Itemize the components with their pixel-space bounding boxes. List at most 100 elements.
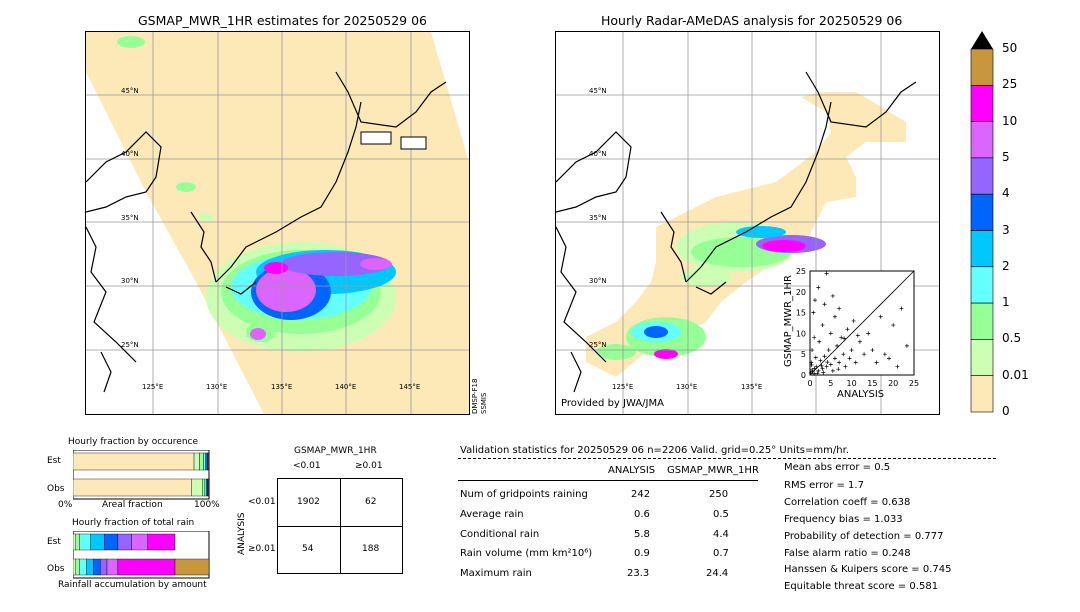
scatter-point-58 [842, 336, 847, 341]
colorbar-extend-arrow [971, 31, 993, 49]
colorbar-box-2 [970, 121, 994, 159]
scatter-point-44 [837, 306, 842, 311]
left-lat-25: 25°N [121, 341, 139, 349]
occurrence-axis-mid: Areal fraction [102, 500, 163, 510]
validation-divider [458, 458, 996, 459]
scatter-point-36 [812, 298, 817, 303]
left-lon-145: 145°E [399, 383, 421, 391]
occurrence-row-obs: Obs [47, 484, 65, 494]
colorbar-box-5 [970, 230, 994, 268]
colorbar-box-6 [970, 266, 994, 304]
scatter-point-25 [866, 331, 871, 336]
contingency-col-1: ≥0.01 [355, 461, 383, 471]
colorbar-boxes [970, 48, 994, 413]
scatter-point-11 [830, 368, 835, 373]
satellite-swath [86, 32, 469, 414]
scatter-xtick-3: 15 [867, 379, 877, 388]
score-far: False alarm ratio = 0.248 [784, 548, 911, 559]
colorbar-box-0 [970, 48, 994, 86]
stat-label-conditional: Conditional rain [460, 529, 540, 540]
contingency-cell-miss: 54 [302, 544, 314, 554]
scatter-point-12 [832, 356, 837, 361]
scatter-point-47 [817, 339, 822, 344]
colorbar-label-2: 10 [1002, 113, 1018, 128]
scatter-point-46 [810, 348, 815, 353]
scatter-point-26 [870, 348, 875, 353]
validation-col-est: GSMAP_MWR_1HR [667, 465, 759, 476]
scatter-point-17 [843, 364, 848, 369]
colorbar-label-5: 3 [1002, 222, 1010, 237]
colorbar-box-7 [970, 302, 994, 340]
contingency-cell-hit-none: 1902 [297, 497, 320, 507]
tot-bars-obs-seg-1 [75, 558, 80, 576]
right-lon-125: 125°E [612, 383, 634, 391]
colorbar-label-8: 0.5 [1002, 331, 1022, 346]
scatter-point-14 [837, 360, 842, 365]
validation-table-rule [458, 480, 758, 481]
scatter-ytick-3: 15 [796, 309, 806, 318]
occ-bars-est-seg-4 [205, 452, 208, 471]
scatter-y-ticks: 0 5 10 15 20 25 [796, 267, 806, 380]
tot-bars-est-seg-6 [131, 533, 148, 551]
right-lon-130: 130°E [676, 383, 698, 391]
occ-bars-est-seg-7 [208, 452, 210, 471]
left-lat-45: 45°N [121, 87, 139, 95]
scatter-point-6 [820, 366, 825, 371]
colorbar-box-1 [970, 84, 994, 122]
scatter-point-53 [819, 363, 824, 368]
scatter-point-15 [839, 335, 844, 340]
scatter-point-8 [824, 364, 829, 369]
scatter-point-32 [895, 364, 900, 369]
left-lon-140: 140°E [335, 383, 357, 391]
stat-label-max: Maximum rain [460, 568, 532, 579]
score-hk: Hanssen & Kuipers score = 0.745 [784, 564, 952, 575]
scatter-point-4 [816, 368, 821, 373]
inset-xlabel: ANALYSIS [837, 389, 885, 400]
tot-bars-obs-seg-5 [100, 558, 108, 576]
scatter-point-56 [825, 360, 830, 365]
scatter-point-27 [874, 360, 879, 365]
colorbar-box-3 [970, 157, 994, 195]
scatter-point-33 [899, 306, 904, 311]
right-lon-135: 135°E [741, 383, 763, 391]
scatter-point-30 [887, 356, 892, 361]
left-coastlines [86, 71, 447, 393]
colorbar-label-10: 0 [1002, 404, 1010, 418]
occurrence-row-est: Est [47, 456, 61, 466]
scatter-point-21 [851, 318, 856, 323]
stat-label-num-raining: Num of gridpoints raining [460, 489, 588, 500]
tot-bars-est-seg-5 [117, 533, 132, 551]
right-lat-35: 35°N [589, 214, 607, 222]
contingency-table: 1902 62 54 188 [277, 478, 403, 574]
stat-analysis-max: 23.3 [627, 568, 650, 579]
scatter-point-9 [826, 348, 831, 353]
scatter-ytick-0: 0 [801, 371, 806, 380]
scatter-point-40 [824, 271, 829, 276]
stat-est-max: 24.4 [706, 568, 729, 579]
stat-est-num-raining: 250 [709, 489, 729, 500]
tot-bars-est-seg-2 [79, 533, 91, 551]
occ-bars-obs-seg-0 [73, 478, 192, 497]
scatter-point-23 [857, 339, 862, 344]
scatter-point-52 [809, 363, 814, 368]
tot-bars-obs-seg-0 [73, 558, 76, 576]
occurrence-title: Hourly fraction by occurence [68, 437, 199, 447]
total-rain-bars [73, 531, 210, 579]
scatter-point-42 [830, 293, 835, 298]
occ-bars-obs-seg-7 [208, 478, 210, 497]
scatter-ytick-4: 20 [796, 288, 806, 297]
tot-bars-est-seg-4 [104, 533, 119, 551]
left-lat-40: 40°N [121, 150, 139, 158]
stat-analysis-volume: 0.9 [634, 548, 650, 559]
scatter-point-49 [810, 369, 815, 374]
tot-bars-obs-seg-8 [174, 558, 210, 576]
colorbar-box-8 [970, 339, 994, 376]
scatter-xtick-1: 5 [828, 379, 833, 388]
occ-bars-est-seg-1 [193, 452, 200, 471]
left-lat-30: 30°N [121, 277, 139, 285]
satellite-label-line2: SSMIS [480, 392, 488, 414]
scatter-point-51 [815, 371, 820, 376]
scatter-xtick-5: 25 [909, 379, 919, 388]
contingency-cell-hit: 188 [362, 544, 380, 554]
occ-bars-obs-seg-3 [204, 478, 207, 497]
